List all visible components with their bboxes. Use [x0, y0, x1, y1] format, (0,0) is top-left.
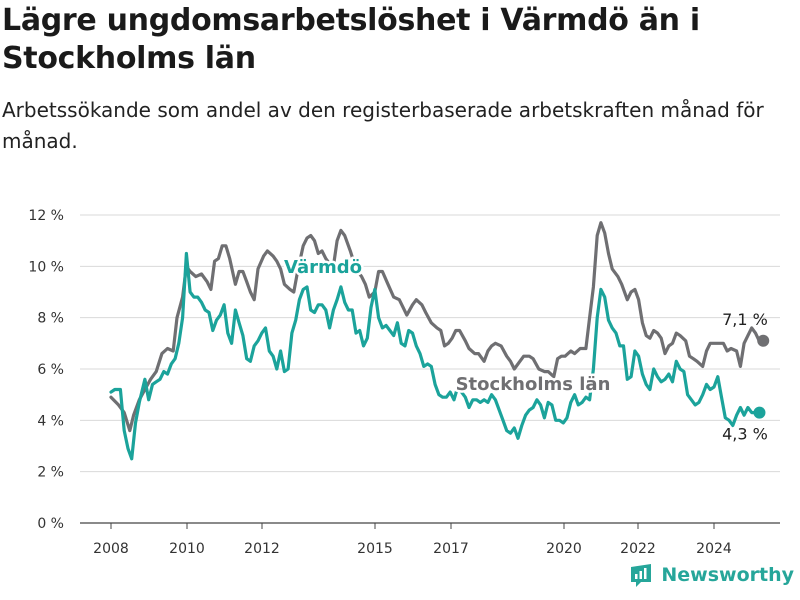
- x-tick-label: 2010: [169, 541, 205, 557]
- series-line-varmdo: [109, 251, 758, 461]
- series-name-label: Stockholms län: [456, 374, 611, 395]
- x-tick-label: 2020: [546, 541, 582, 557]
- y-tick-label: 6 %: [37, 362, 64, 378]
- y-tick-label: 0 %: [37, 516, 64, 532]
- x-tick-label: 2008: [93, 541, 129, 557]
- brand-name: Newsworthy: [661, 564, 794, 586]
- series-name-label: Värmdö: [284, 257, 362, 278]
- newsworthy-logo-icon: [631, 564, 652, 587]
- y-tick-label: 12 %: [28, 208, 64, 224]
- y-tick-label: 4 %: [37, 413, 64, 429]
- series-end-point: [753, 406, 766, 419]
- series-end-point: [757, 334, 770, 347]
- series-labels: 7,1 % 4,3 % Värmdö Stockholms län: [282, 255, 770, 444]
- y-tick-label: 2 %: [37, 465, 64, 481]
- end-value-label: 7,1 %: [722, 310, 768, 329]
- y-tick-label: 8 %: [37, 311, 64, 327]
- y-tick-label: 10 %: [28, 259, 64, 275]
- x-tick-label: 2017: [433, 541, 469, 557]
- x-tick-label: 2015: [357, 541, 393, 557]
- series-line-stockholms-lan: [109, 221, 761, 433]
- x-tick-label: 2022: [620, 541, 656, 557]
- end-value-label: 4,3 %: [722, 425, 768, 444]
- chart-subtitle: Arbetssökande som andel av den registerb…: [2, 98, 764, 153]
- x-axis: 2008 2010 2012 2015 2017 2020 2022 2024: [93, 523, 732, 557]
- chart-title: Lägre ungdomsarbetslöshet i Värmdö än i …: [2, 3, 700, 76]
- y-axis: 0 % 2 % 4 % 6 % 8 % 10 % 12 %: [28, 208, 64, 532]
- x-tick-label: 2024: [696, 541, 732, 557]
- series-lines: [109, 221, 761, 461]
- x-tick-label: 2012: [244, 541, 280, 557]
- newsworthy-brand[interactable]: Newsworthy: [629, 562, 794, 588]
